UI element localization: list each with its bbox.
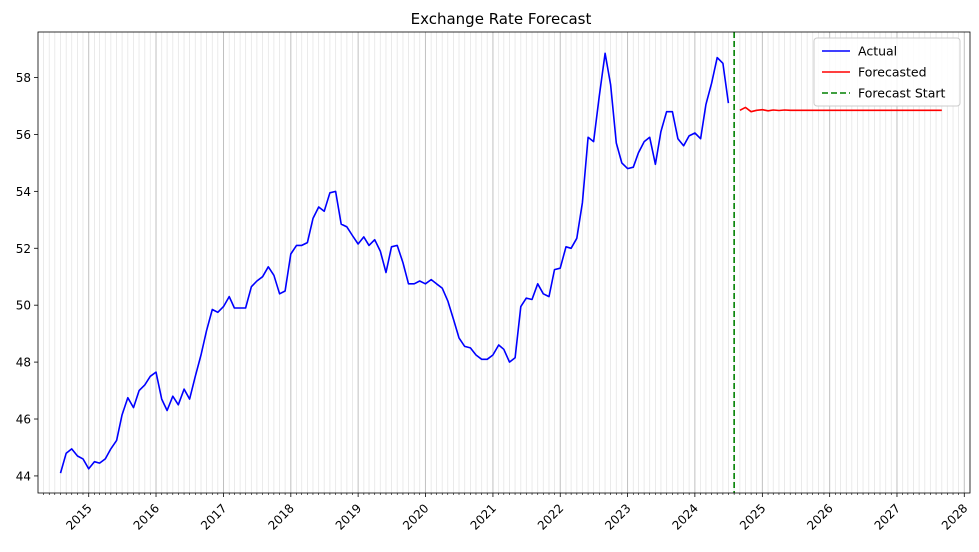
legend-label: Forecast Start [858,86,946,101]
y-tick-label: 52 [16,242,31,256]
chart-title: Exchange Rate Forecast [411,10,592,28]
legend: Actual Forecasted Forecast Start [813,37,961,107]
y-tick-label: 48 [16,356,31,370]
y-tick-label: 58 [16,71,31,85]
x-tick-label: 2018 [265,501,296,532]
x-tick-label: 2028 [939,501,970,532]
y-tick-label: 46 [16,413,31,427]
plot-frame [37,31,971,494]
x-tick-label: 2027 [872,501,903,532]
x-tick-label: 2015 [63,501,94,532]
series-layer [59,32,942,493]
x-tick-label: 2024 [669,501,700,532]
y-tick-label: 50 [16,299,31,313]
legend-box [813,37,961,107]
x-tick-label: 2026 [804,501,835,532]
series-line-forecasted [739,106,942,113]
y-tick-label: 56 [16,128,31,142]
x-tick-label: 2019 [333,501,364,532]
x-tick-label: 2021 [468,501,499,532]
x-tick-label: 2023 [602,501,633,532]
x-tick-label: 2022 [535,501,566,532]
y-tick-label: 54 [16,185,31,199]
x-tick-label: 2020 [400,501,431,532]
x-tick-label: 2017 [198,501,229,532]
series-line-actual [59,52,730,474]
legend-label: Forecasted [858,65,927,80]
x-tick-label: 2016 [131,501,162,532]
x-tick-label: 2025 [737,501,768,532]
legend-label: Actual [858,44,897,59]
y-tick-label: 44 [16,469,31,483]
